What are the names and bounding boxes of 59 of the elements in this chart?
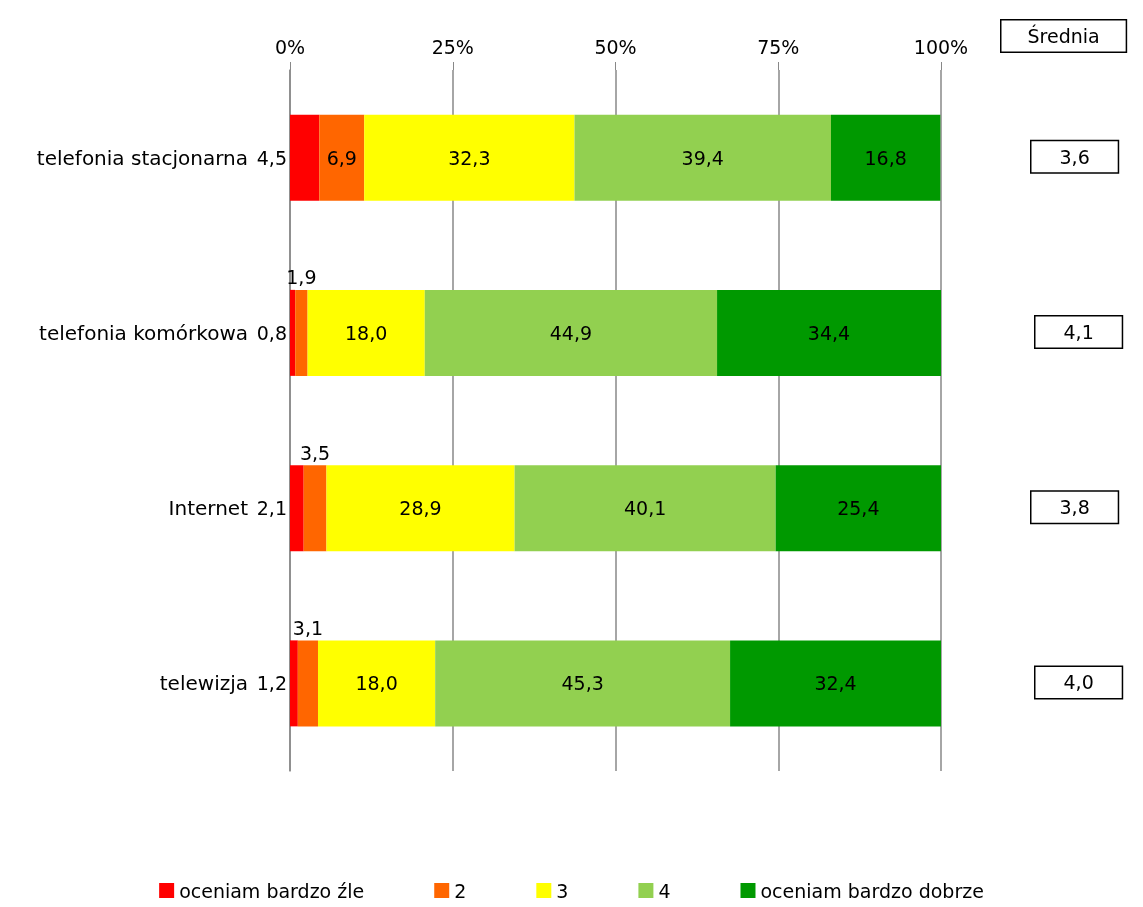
x-tick-label: 25% xyxy=(431,35,474,58)
bar xyxy=(775,465,941,552)
y-tick-label: telefonia komórkowa xyxy=(39,320,248,345)
legend-label: oceniam bardzo źle xyxy=(179,879,365,902)
legend-label: 2 xyxy=(454,879,467,902)
y-tick-label: Internet xyxy=(168,496,249,521)
bar xyxy=(730,640,941,727)
x-tick-label: 75% xyxy=(757,35,800,58)
bar xyxy=(290,114,320,201)
bar xyxy=(514,465,776,552)
data-label: 1,2 xyxy=(256,672,287,695)
data-label: 45,3 xyxy=(561,672,604,695)
bar xyxy=(307,289,425,376)
bar xyxy=(319,114,365,201)
bar xyxy=(290,465,304,552)
bar xyxy=(830,114,941,201)
data-label: 34,4 xyxy=(807,321,851,344)
data-label: 2,1 xyxy=(256,497,287,520)
bar xyxy=(364,114,575,201)
data-label: 44,9 xyxy=(549,321,593,344)
data-label: 39,4 xyxy=(681,146,724,169)
text: 3,6 xyxy=(1059,145,1090,168)
bar xyxy=(435,640,731,727)
data-label: 28,9 xyxy=(399,497,442,520)
y-tick-label: telefonia stacjonarna xyxy=(36,145,248,170)
data-label: 18,0 xyxy=(345,321,388,344)
legend-label: 3 xyxy=(556,879,569,902)
x-tick-label: 0% xyxy=(274,35,306,58)
text: 4,0 xyxy=(1063,671,1094,694)
data-label: 32,3 xyxy=(448,146,491,169)
bar xyxy=(424,289,718,376)
data-label: 32,4 xyxy=(814,672,857,695)
text: 3,8 xyxy=(1059,496,1090,519)
bar xyxy=(290,289,296,376)
bar xyxy=(326,465,515,552)
bar xyxy=(717,289,941,376)
data-label: 1,9 xyxy=(286,266,317,289)
data-label: 18,0 xyxy=(355,672,398,695)
data-label: 3,5 xyxy=(299,441,331,464)
x-tick-label: 50% xyxy=(594,35,637,58)
data-label: 4,5 xyxy=(256,146,287,169)
data-label: 25,4 xyxy=(837,497,880,520)
text: Średnia xyxy=(1027,24,1100,47)
legend-label: 4 xyxy=(658,879,671,902)
data-label: 0,8 xyxy=(256,321,287,344)
bar xyxy=(295,289,308,376)
legend-label: oceniam bardzo dobrze xyxy=(760,879,984,902)
x-tick-label: 100% xyxy=(913,35,969,58)
data-label: 6,9 xyxy=(326,146,357,169)
bar xyxy=(303,465,327,552)
bar xyxy=(574,114,831,201)
data-label: 16,8 xyxy=(864,146,907,169)
bar xyxy=(290,640,298,727)
y-tick-label: telewizja xyxy=(159,671,248,696)
data-label: 40,1 xyxy=(623,497,667,520)
data-label: 3,1 xyxy=(292,616,324,639)
text: 4,1 xyxy=(1063,320,1094,343)
bar xyxy=(297,640,318,727)
bar xyxy=(317,640,436,727)
